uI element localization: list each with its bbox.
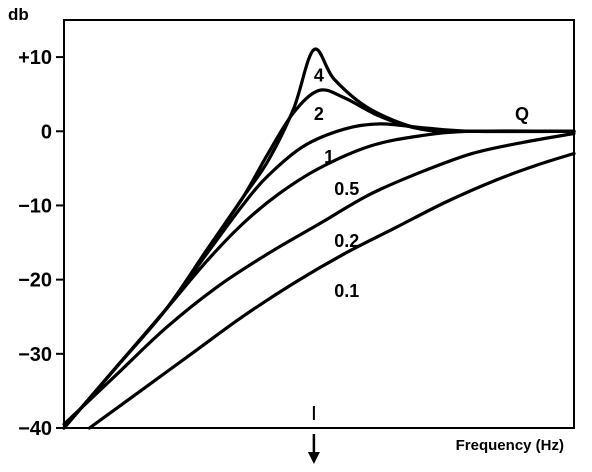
curve-label-q-1: 1 [324, 147, 334, 167]
y-axis-label: db [8, 5, 29, 24]
legend-title-q: Q [515, 104, 529, 124]
curve-label-q-4: 4 [314, 66, 324, 86]
x-axis-label: Frequency (Hz) [456, 437, 564, 454]
cutoff-marker [307, 406, 320, 464]
y-ticks: +10 0 −10 −20 −30 −40 [18, 47, 64, 440]
curve-q-0-2 [62, 131, 576, 426]
y-tick-label-0: +10 [18, 47, 52, 69]
curve-label-q-0-1: 0.1 [334, 281, 359, 301]
curve-label-q-0-5: 0.5 [334, 179, 359, 199]
plot-frame [63, 19, 575, 429]
curve-q-0-1 [87, 151, 576, 430]
curve-label-q-0-2: 0.2 [334, 231, 359, 251]
cutoff-arrow-head [307, 452, 320, 464]
y-tick-label-3: −20 [18, 270, 52, 292]
curve-q-2 [62, 88, 576, 430]
curve-labels: 4 2 10.5 0.2 0.1 [314, 66, 359, 301]
curve-label-q-2: 2 [314, 104, 324, 124]
y-tick-label-4: −30 [18, 344, 52, 366]
curve-q-0-5 [62, 129, 576, 430]
response-curves [62, 47, 576, 430]
y-tick-label-1: 0 [41, 121, 52, 143]
y-tick-label-5: −40 [18, 418, 52, 440]
y-tick-label-2: −10 [18, 195, 52, 217]
